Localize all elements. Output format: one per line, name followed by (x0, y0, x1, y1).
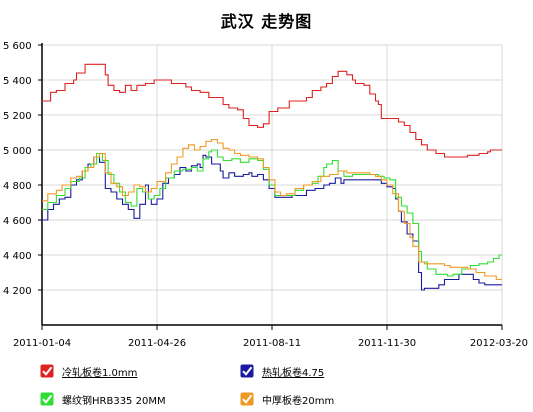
legend-item-rebar[interactable]: 螺纹钢HRB335 20MM (40, 390, 166, 408)
y-tick-label: 4 400 (3, 251, 32, 262)
legend-item-cold-rolled[interactable]: 冷轧板卷1.0mm (40, 362, 137, 380)
series-line-hot-rolled (42, 154, 502, 291)
legend-item-hot-rolled[interactable]: 热轧板卷4.75 (240, 362, 324, 380)
y-tick-label: 4 800 (3, 181, 32, 192)
checkbox-icon[interactable] (240, 392, 254, 406)
y-tick-label: 5 400 (3, 76, 32, 87)
series-line-plate (42, 138, 502, 281)
checkbox-icon[interactable] (40, 364, 54, 378)
x-tick-label: 2011-11-30 (358, 338, 416, 349)
y-tick-label: 5 000 (3, 146, 32, 157)
chart-title: 武汉 走势图 (220, 12, 313, 31)
series-lines (42, 63, 502, 291)
legend-item-plate[interactable]: 中厚板卷20mm (240, 390, 334, 408)
y-tick-label: 4 200 (3, 286, 32, 297)
checkbox-icon[interactable] (240, 364, 254, 378)
x-tick-label: 2011-01-04 (13, 338, 71, 349)
legend-label[interactable]: 冷轧板卷1.0mm (62, 367, 138, 379)
tick-labels: 4 200 4 400 4 600 4 800 5 000 5 200 5 400 5 600… (3, 41, 528, 349)
axes (38, 43, 503, 330)
x-tick-label: 2011-04-26 (128, 338, 186, 349)
line-chart: 4 200 4 400 4 600 4 800 5 000 5 200 5 400 5 600… (3, 41, 528, 349)
y-tick-label: 5 200 (3, 111, 32, 122)
y-tick-label: 4 600 (3, 216, 32, 227)
series-line-rebar (42, 149, 502, 277)
legend-label: 中厚板卷20mm (262, 395, 335, 407)
x-tick-label: 2012-03-20 (470, 338, 528, 349)
x-tick-label: 2011-08-11 (243, 338, 301, 349)
legend: 冷轧板卷1.0mm 热轧板卷4.75 螺纹钢HRB335 20MM 中厚板卷20… (0, 362, 533, 412)
legend-label: 螺纹钢HRB335 20MM (62, 395, 166, 407)
legend-label[interactable]: 热轧板卷4.75 (262, 367, 325, 379)
y-tick-label: 5 600 (3, 41, 32, 52)
checkbox-icon[interactable] (40, 392, 54, 406)
series-line-cold-rolled (42, 63, 502, 158)
